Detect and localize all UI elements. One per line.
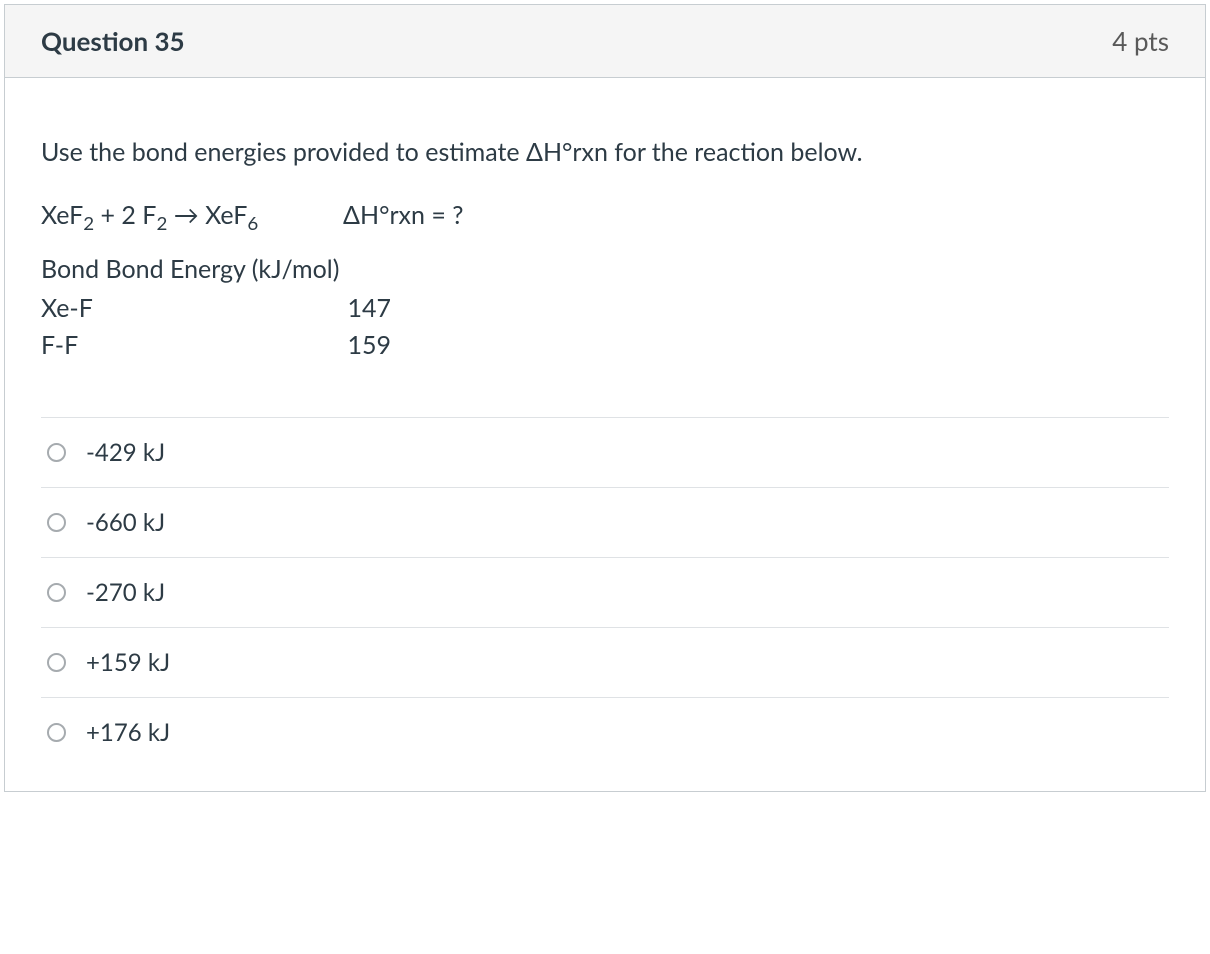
- reaction-equation: XeF2 + 2 F2 → XeF6: [41, 200, 258, 230]
- radio-icon: [47, 653, 66, 672]
- question-title: Question 35: [41, 25, 185, 57]
- answer-options: -429 kJ -660 kJ -270 kJ +159 kJ +176 kJ: [41, 417, 1169, 767]
- option-label: -429 kJ: [86, 438, 165, 467]
- question-points: 4 pts: [1112, 25, 1169, 57]
- option-label: -660 kJ: [86, 508, 165, 537]
- answer-option[interactable]: +159 kJ: [41, 627, 1169, 697]
- radio-icon: [47, 443, 66, 462]
- option-label: -270 kJ: [86, 578, 165, 607]
- reaction-subscript: 6: [247, 211, 258, 234]
- delta-h-label: ΔH°rxn = ?: [343, 200, 463, 230]
- question-prompt: Use the bond energies provided to estima…: [41, 134, 1169, 172]
- radio-icon: [47, 513, 66, 532]
- question-body: Use the bond energies provided to estima…: [5, 78, 1205, 791]
- reaction-text: → XeF: [167, 200, 247, 230]
- reaction-text: + 2 F: [94, 200, 156, 230]
- answer-option[interactable]: +176 kJ: [41, 697, 1169, 767]
- bond-energy-cell: 147: [311, 290, 391, 328]
- answer-option[interactable]: -660 kJ: [41, 487, 1169, 557]
- bond-energy-table: Bond Bond Energy (kJ/mol) Xe-F 147 F-F 1…: [41, 254, 1169, 365]
- reaction-text: XeF: [41, 200, 83, 230]
- radio-icon: [47, 583, 66, 602]
- bond-table-row: F-F 159: [41, 327, 1169, 365]
- answer-option[interactable]: -270 kJ: [41, 557, 1169, 627]
- bond-energy-cell: 159: [311, 327, 391, 365]
- bond-table-header: Bond Bond Energy (kJ/mol): [41, 254, 1169, 284]
- reaction-subscript: 2: [83, 211, 94, 234]
- option-label: +176 kJ: [86, 718, 170, 747]
- bond-name-cell: Xe-F: [41, 290, 311, 328]
- question-header: Question 35 4 pts: [5, 5, 1205, 78]
- reaction-line: XeF2 + 2 F2 → XeF6 ΔH°rxn = ?: [41, 200, 1169, 230]
- bond-table-row: Xe-F 147: [41, 290, 1169, 328]
- answer-option[interactable]: -429 kJ: [41, 417, 1169, 487]
- question-card: Question 35 4 pts Use the bond energies …: [4, 4, 1206, 792]
- radio-icon: [47, 723, 66, 742]
- reaction-subscript: 2: [156, 211, 167, 234]
- bond-name-cell: F-F: [41, 327, 311, 365]
- option-label: +159 kJ: [86, 648, 170, 677]
